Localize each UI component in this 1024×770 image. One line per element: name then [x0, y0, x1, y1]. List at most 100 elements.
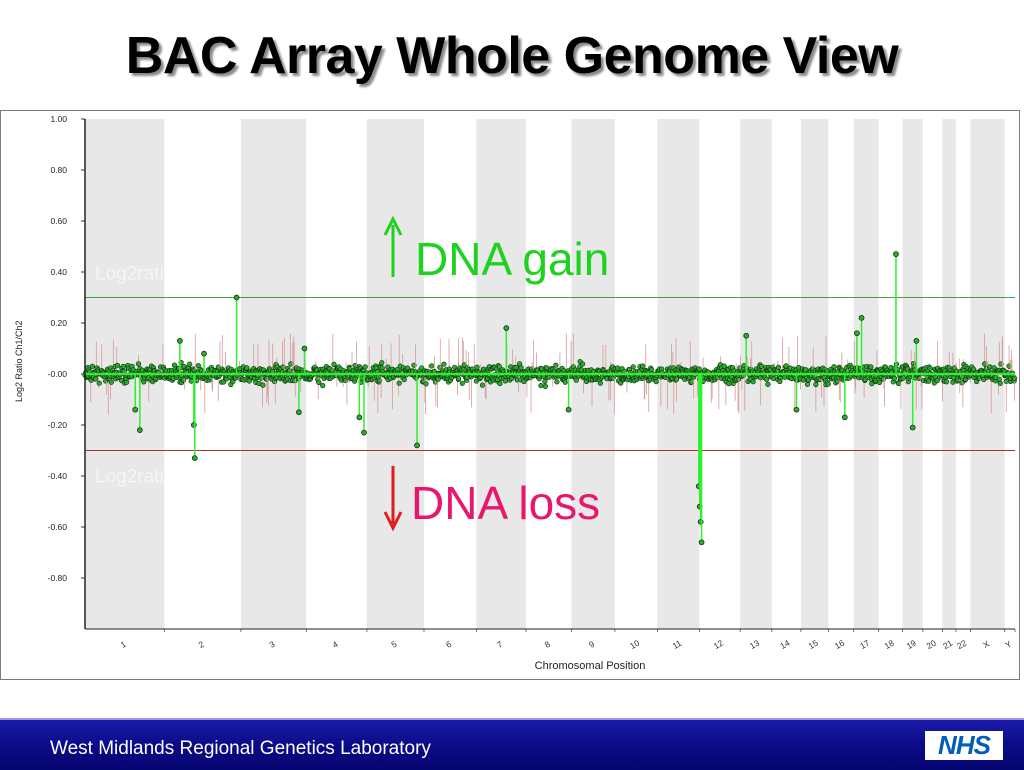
threshold-label: Log2ratio +0.3 [95, 264, 217, 285]
probe-point [362, 364, 368, 370]
x-tick-label: Y [1003, 638, 1013, 650]
x-tick-label: 15 [807, 638, 820, 652]
probe-point [763, 376, 770, 382]
y-tick-label: 0.80 [50, 165, 67, 175]
outlier-point [137, 427, 143, 433]
probe-point [258, 375, 264, 381]
outlier-point [233, 294, 240, 301]
x-tick-label: 17 [858, 638, 871, 652]
x-tick-label: 13 [748, 638, 761, 652]
probe-point [640, 363, 646, 369]
probe-point [124, 379, 130, 385]
y-tick-label: -0.60 [48, 522, 68, 532]
outlier-point [191, 455, 198, 461]
nhs-logo: NHS [925, 731, 1003, 760]
probe-point [479, 382, 486, 388]
probe-point [187, 361, 193, 367]
chart-panel: Log2ratio +0.3 Log2ratio -0.3 1.00 0.80 0.6… [0, 110, 1020, 680]
x-tick-label: 3 [268, 639, 277, 650]
genome-chart: Log2ratio +0.3 Log2ratio -0.3 1.00 0.80 0.6… [14, 114, 1018, 672]
probe-point [554, 379, 560, 385]
probe-point [573, 377, 579, 383]
probe-point [244, 365, 250, 371]
outlier-point [841, 414, 848, 421]
outlier-point [177, 338, 183, 344]
probe-point [868, 364, 874, 370]
outlier-point [301, 345, 308, 352]
probe-point [459, 380, 465, 386]
outlier-point [565, 406, 572, 413]
probe-point [771, 375, 777, 382]
probe-point [750, 379, 756, 385]
threshold-label: Log2ratio -0.3 [95, 467, 212, 488]
probe-point [926, 378, 932, 384]
probe-point [521, 378, 527, 385]
probe-point [188, 378, 194, 384]
probe-point [758, 363, 765, 369]
outlier-point [698, 539, 705, 546]
loss-arrow-head [383, 511, 403, 532]
y-tick-label: -0.20 [48, 420, 68, 430]
outlier-point [858, 315, 865, 321]
y-tick-label: 0.20 [50, 318, 67, 328]
outlier-point [361, 429, 367, 436]
probe-point [423, 381, 429, 387]
probe-point [997, 380, 1003, 386]
x-tick-label: 1 [119, 639, 128, 650]
probe-point [831, 364, 837, 370]
probe-point [987, 364, 993, 370]
probe-point [260, 382, 266, 388]
probe-point [927, 365, 933, 371]
outlier-points [132, 251, 920, 546]
probe-point [538, 382, 544, 389]
probe-point [518, 365, 524, 371]
y-tick-label: 0.60 [50, 216, 67, 226]
x-axis-title: Chromosomal Position [535, 660, 646, 672]
probe-cloud [82, 333, 1018, 415]
y-tick-label: -0.80 [48, 573, 68, 583]
probe-point [891, 375, 898, 381]
probe-point [497, 380, 503, 387]
outlier-point [503, 325, 510, 331]
probe-point [765, 381, 771, 387]
probe-point [630, 364, 636, 370]
outlier-point [909, 424, 916, 431]
probe-point [597, 380, 604, 386]
probe-point [96, 380, 102, 386]
x-tick-label: 20 [925, 638, 938, 652]
x-tick-label: 5 [389, 639, 398, 650]
outlier-point [201, 350, 207, 357]
probe-point [876, 379, 883, 386]
probe-point [783, 363, 789, 369]
probe-point [813, 381, 819, 388]
probe-point [653, 379, 659, 385]
probe-point [376, 377, 383, 384]
probe-point [456, 376, 462, 382]
probe-point [135, 361, 142, 367]
probe-point [331, 361, 337, 367]
probe-point [411, 362, 417, 368]
probe-point [92, 376, 99, 382]
probe-point [280, 364, 286, 370]
x-tick-label: 21 [941, 638, 954, 652]
probe-point [441, 361, 447, 367]
x-tick-label: 8 [543, 639, 552, 650]
probe-point [120, 363, 126, 370]
footer-lab-name: West Midlands Regional Genetics Laborato… [50, 738, 431, 759]
outlier-point [296, 409, 302, 416]
gain-arrow-head [383, 215, 403, 236]
probe-point [900, 375, 906, 381]
x-tick-label: 11 [671, 638, 684, 651]
x-tick-label: 2 [197, 639, 206, 650]
y-tick-label: -0.40 [48, 471, 68, 481]
x-tick-label: 18 [883, 638, 896, 652]
probe-point [726, 381, 732, 387]
probe-point [775, 364, 782, 370]
outlier-point [190, 422, 197, 428]
x-tick-label: 6 [444, 639, 453, 650]
probe-point [580, 361, 586, 367]
outlier-point [697, 519, 704, 525]
probe-point [934, 377, 940, 384]
probe-point [89, 363, 96, 369]
probe-point [316, 379, 322, 385]
